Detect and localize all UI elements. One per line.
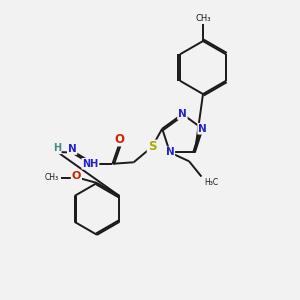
Text: N: N <box>178 109 187 119</box>
Text: S: S <box>148 140 156 154</box>
Text: H₃C: H₃C <box>204 178 218 187</box>
Text: CH₃: CH₃ <box>195 14 211 23</box>
Text: NH: NH <box>82 159 98 169</box>
Text: N: N <box>198 124 207 134</box>
Text: H: H <box>53 143 61 154</box>
Text: O: O <box>115 133 125 146</box>
Text: N: N <box>68 144 76 154</box>
Text: N: N <box>166 147 174 158</box>
Text: O: O <box>72 171 81 181</box>
Text: CH₃: CH₃ <box>44 173 58 182</box>
